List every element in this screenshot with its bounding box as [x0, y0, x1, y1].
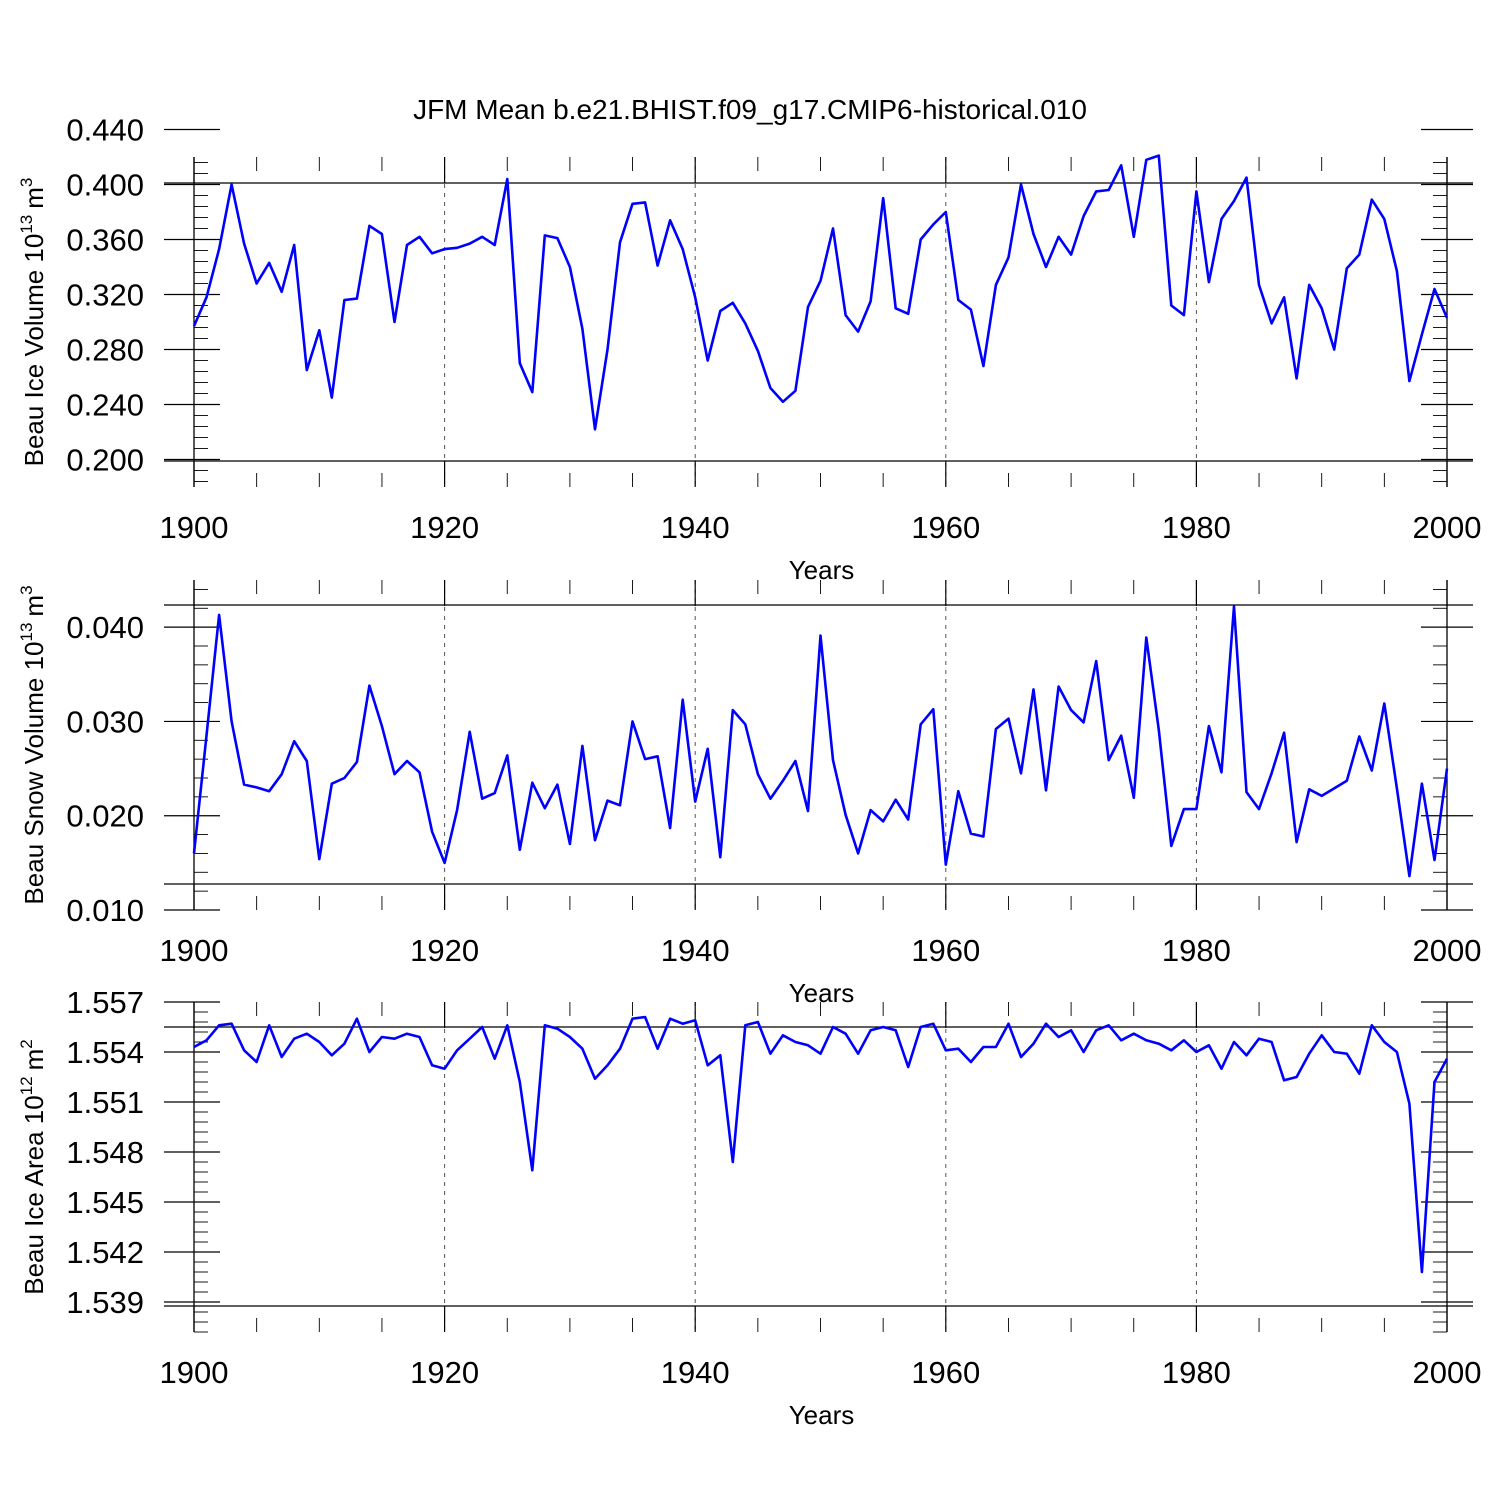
y-tick-label: 0.320 — [66, 278, 144, 313]
y-axis-title-unit-exponent: 2 — [17, 1039, 36, 1048]
x-tick-label: 1900 — [160, 510, 229, 545]
x-tick-label: 2000 — [1413, 933, 1482, 968]
y-axis-title-unit-exponent: 3 — [17, 585, 36, 594]
x-tick-label: 2000 — [1413, 510, 1482, 545]
y-axis-title-unit: m — [19, 595, 49, 617]
x-axis-title: Years — [789, 978, 855, 1008]
y-tick-label: 1.557 — [66, 985, 144, 1020]
y-axis-title-unit: m — [19, 1049, 49, 1071]
y-tick-label: 0.280 — [66, 333, 144, 368]
y-tick-label: 0.440 — [66, 113, 144, 148]
y-axis-title-text: Beau Ice Area 10 — [19, 1095, 49, 1294]
y-axis-title-exponent: 12 — [17, 1076, 36, 1095]
y-tick-label: 0.360 — [66, 223, 144, 258]
y-tick-label: 1.551 — [66, 1085, 144, 1120]
y-tick-label: 0.240 — [66, 388, 144, 423]
y-tick-label: 1.554 — [66, 1035, 144, 1070]
x-tick-label: 2000 — [1413, 1355, 1482, 1390]
y-axis-title-unit-exponent: 3 — [17, 178, 36, 187]
panel-1: 0.200 0.240 0.280 0.320 0.360 0.400 0.440 1900 1… — [17, 113, 1481, 586]
y-axis-title-text: Beau Ice Volume 10 — [19, 234, 49, 467]
y-axis-title-unit: m — [19, 187, 49, 209]
panel-3: 1.539 1.542 1.545 1.548 1.551 1.554 1.557 1900 1… — [17, 985, 1481, 1430]
panel-2: 0.010 0.020 0.030 0.040 1900 1920 1940 1960 1980… — [17, 580, 1481, 1008]
y-tick-label: 0.030 — [66, 704, 144, 739]
x-axis-title: Years — [789, 555, 855, 585]
x-tick-label: 1900 — [160, 1355, 229, 1390]
x-tick-label: 1920 — [410, 933, 479, 968]
y-tick-label: 0.010 — [66, 893, 144, 928]
y-axis-title-exponent: 13 — [17, 215, 36, 234]
y-tick-label: 0.400 — [66, 168, 144, 203]
y-tick-label: 0.200 — [66, 443, 144, 478]
x-tick-label: 1940 — [661, 933, 730, 968]
x-tick-label: 1960 — [911, 510, 980, 545]
y-axis-title-text: Beau Snow Volume 10 — [19, 641, 49, 904]
x-tick-label: 1960 — [911, 933, 980, 968]
y-axis-title: Beau Ice Volume 1013 m3 — [17, 178, 49, 467]
y-axis-title: Beau Ice Area 1012 m2 — [17, 1039, 49, 1295]
series-line-beau-snow-volume — [192, 605, 1449, 878]
x-tick-label: 1980 — [1162, 510, 1231, 545]
x-axis-title: Years — [789, 1400, 855, 1430]
figure-title: JFM Mean b.e21.BHIST.f09_g17.CMIP6-histo… — [413, 94, 1087, 125]
x-tick-label: 1940 — [661, 1355, 730, 1390]
y-tick-label: 1.539 — [66, 1285, 144, 1320]
y-tick-label: 1.548 — [66, 1135, 144, 1170]
series-line-beau-ice-volume — [192, 154, 1449, 431]
x-tick-label: 1900 — [160, 933, 229, 968]
x-tick-label: 1960 — [911, 1355, 980, 1390]
y-tick-label: 1.545 — [66, 1185, 144, 1220]
y-axis-title: Beau Snow Volume 1013 m3 — [17, 585, 49, 904]
y-tick-label: 0.020 — [66, 799, 144, 834]
x-tick-label: 1920 — [410, 1355, 479, 1390]
y-axis-title-exponent: 13 — [17, 623, 36, 642]
y-tick-label: 0.040 — [66, 610, 144, 645]
x-tick-label: 1920 — [410, 510, 479, 545]
x-tick-label: 1940 — [661, 510, 730, 545]
series-line-beau-ice-area — [193, 1015, 1449, 1274]
x-tick-label: 1980 — [1162, 1355, 1231, 1390]
x-tick-label: 1980 — [1162, 933, 1231, 968]
y-tick-label: 1.542 — [66, 1235, 144, 1270]
